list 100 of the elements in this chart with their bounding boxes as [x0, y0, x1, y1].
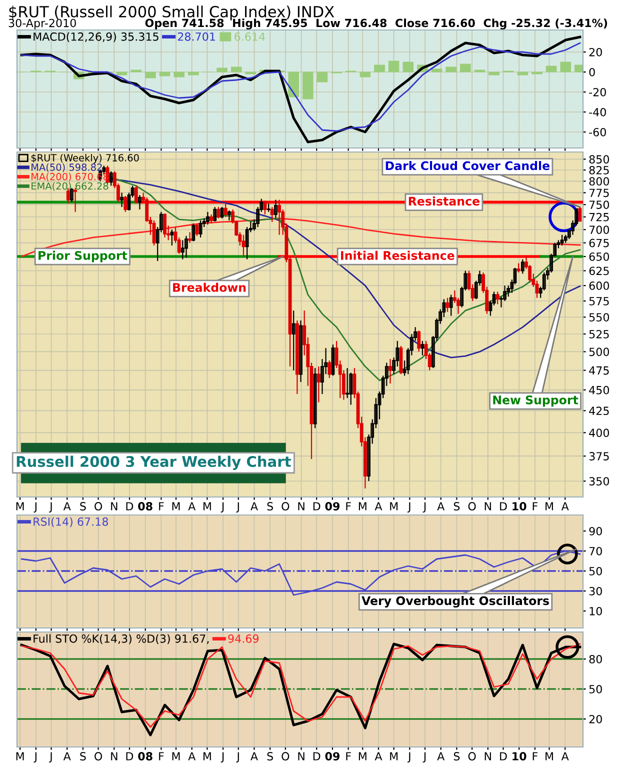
annotation: Initial Resistance	[341, 250, 454, 260]
y-tick-label: 600	[589, 282, 610, 290]
x-tick-label: F	[532, 752, 538, 760]
y-tick-label: 400	[589, 428, 610, 438]
legend-label: 6.614	[234, 32, 265, 41]
x-tick-label: J	[236, 502, 239, 513]
x-tick-label: O	[94, 752, 102, 760]
x-tick-label: J	[34, 502, 36, 513]
x-tick-label: M	[203, 752, 211, 760]
x-tick-label: 09	[325, 752, 340, 760]
x-tick-label: J	[49, 502, 52, 513]
y-tick-label: 650	[589, 252, 610, 261]
y-tick-label: 90	[589, 526, 602, 536]
legend-label: 28.701	[178, 32, 215, 41]
x-tick-label: D	[500, 502, 507, 510]
x-tick-label: A	[63, 502, 71, 510]
y-tick-label: 625	[589, 266, 609, 276]
x-tick-label: F	[346, 502, 351, 510]
x-tick-label: J	[407, 502, 410, 513]
y-tick-label: 750	[589, 200, 610, 209]
y-tick-label: 800	[589, 177, 610, 186]
x-tick-label: J	[220, 502, 224, 513]
y-tick-label: 825	[589, 166, 609, 174]
chart-subtitle: 30-Apr-2010	[8, 18, 76, 30]
y-tick-label: 50	[589, 684, 602, 694]
x-tick-label: N	[484, 752, 491, 760]
y-tick-label: 20	[589, 48, 602, 56]
x-tick-label: D	[126, 502, 134, 510]
x-tick-label: S	[267, 502, 273, 510]
x-tick-label: A	[250, 752, 258, 760]
legend-label: EMA(20) 662.28	[32, 182, 108, 191]
x-tick-label: J	[422, 752, 426, 763]
x-tick-label: S	[80, 502, 86, 510]
x-tick-label: A	[188, 502, 196, 510]
x-tick-label: 08	[138, 752, 152, 760]
legend-label: RSI(14) 67.18	[34, 517, 108, 528]
x-tick-label: A	[188, 752, 196, 760]
x-tick-label: M	[358, 752, 366, 760]
legend-label: 94.69	[228, 634, 259, 643]
legend-label: Full STO %K(14,3) %D(3) 91.67,	[34, 634, 209, 644]
y-tick-label: 450	[589, 386, 610, 394]
legend-label: MACD(12,26,9) 35.315	[34, 32, 158, 42]
x-tick-label: 10	[512, 502, 526, 510]
x-tick-label: A	[374, 752, 382, 760]
x-tick-label: A	[250, 502, 258, 510]
x-tick-label: 10	[512, 752, 526, 760]
x-tick-label: A	[561, 752, 569, 760]
x-tick-label: J	[236, 752, 239, 763]
x-tick-label: D	[313, 502, 320, 510]
x-tick-label: M	[546, 502, 553, 510]
y-tick-label: -40	[589, 108, 606, 116]
y-tick-label: 575	[589, 297, 609, 306]
legend-label: MA(50) 598.82	[32, 163, 102, 172]
x-tick-label: A	[437, 502, 445, 510]
y-tick-label: 80	[589, 654, 602, 664]
y-tick-label: 30	[589, 586, 602, 596]
x-tick-label: D	[500, 752, 507, 760]
x-tick-label: O	[468, 752, 476, 760]
y-tick-label: -20	[589, 88, 606, 96]
y-tick-label: 350	[589, 477, 610, 486]
x-tick-label: A	[63, 752, 71, 760]
annotation: Resistance	[408, 196, 480, 206]
y-tick-label: 675	[589, 238, 609, 248]
x-tick-label: N	[298, 502, 304, 510]
x-tick-label: J	[49, 752, 52, 763]
y-tick-label: 20	[589, 714, 602, 724]
annotation: Prior Support	[38, 250, 128, 262]
x-tick-label: M	[16, 502, 24, 510]
x-tick-label: M	[390, 752, 398, 760]
y-tick-label: 775	[589, 188, 609, 198]
x-tick-label: M	[358, 502, 366, 510]
y-tick-label: 850	[589, 155, 610, 164]
annotation: Very Overbought Oscillators	[362, 596, 549, 608]
x-tick-label: F	[159, 752, 164, 760]
x-tick-label: D	[313, 752, 320, 760]
x-tick-label: M	[172, 502, 180, 510]
x-tick-label: N	[111, 502, 118, 510]
x-tick-label: M	[16, 752, 24, 760]
y-tick-label: 725	[589, 212, 609, 222]
y-tick-label: 425	[589, 406, 609, 416]
x-tick-label: J	[422, 502, 426, 513]
y-tick-label: 50	[589, 566, 602, 576]
x-tick-label: M	[203, 502, 211, 510]
x-tick-label: F	[159, 502, 164, 510]
x-tick-label: S	[454, 502, 460, 510]
x-tick-label: J	[407, 752, 410, 763]
x-tick-label: S	[80, 752, 86, 760]
x-tick-label: S	[454, 752, 460, 760]
annotation: Dark Cloud Cover Candle	[386, 161, 550, 170]
x-tick-label: A	[561, 502, 569, 510]
x-tick-label: F	[346, 752, 351, 760]
x-tick-label: N	[484, 502, 491, 510]
y-tick-label: 10	[590, 606, 602, 616]
y-tick-label: -60	[589, 128, 606, 136]
x-tick-label: N	[298, 752, 304, 760]
y-tick-label: 700	[589, 226, 610, 234]
x-tick-label: J	[34, 752, 36, 763]
y-tick-label: 375	[589, 452, 609, 460]
x-tick-label: O	[94, 502, 102, 510]
annotation: New Support	[493, 395, 578, 407]
